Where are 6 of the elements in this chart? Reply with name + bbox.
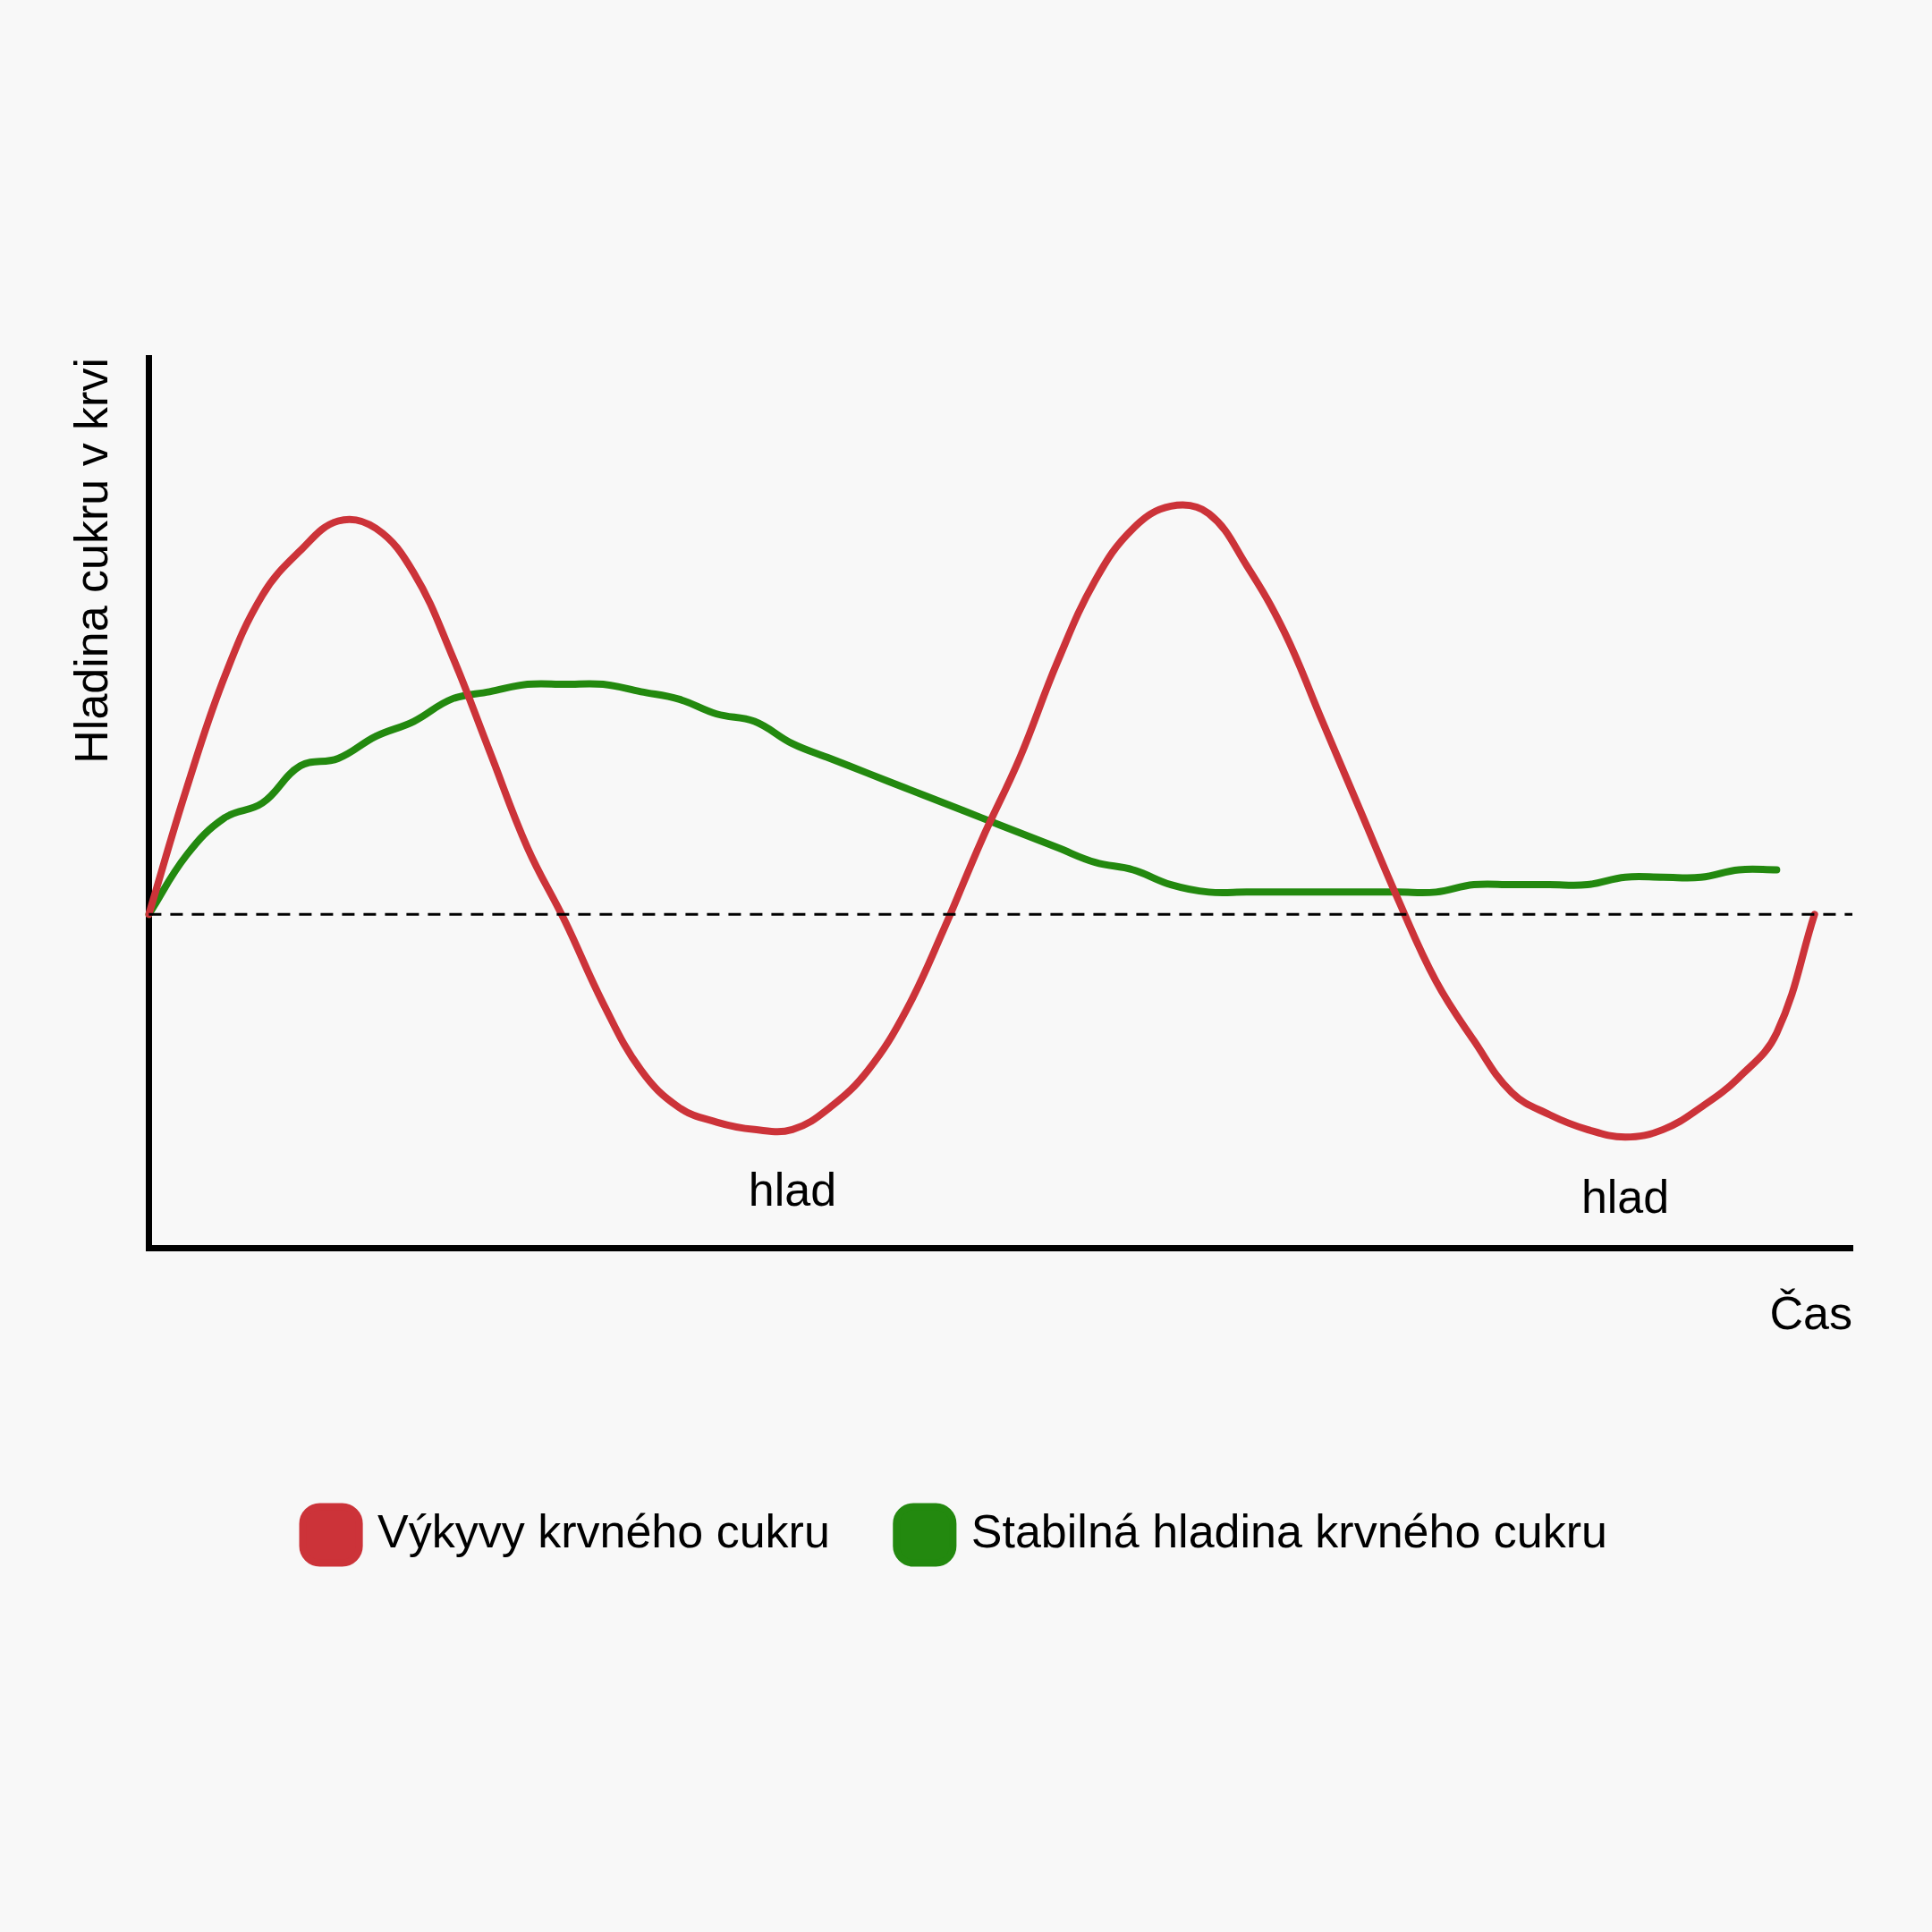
y-axis-title: Hladina cukru v krvi: [64, 358, 117, 764]
annotation: hlad: [1580, 1171, 1670, 1224]
x-axis-title: Čas: [1769, 1287, 1852, 1340]
annotation: hlad: [748, 1164, 837, 1216]
legend-label: Stabilná hladina krvného cukru: [970, 1505, 1607, 1558]
legend-label: Výkyvy krvného cukru: [377, 1505, 830, 1558]
